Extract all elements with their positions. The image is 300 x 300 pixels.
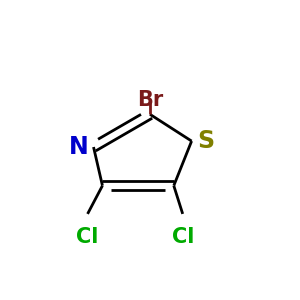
Text: Br: Br (137, 90, 163, 110)
Text: N: N (68, 135, 88, 159)
Text: Cl: Cl (172, 227, 194, 247)
Text: S: S (197, 129, 214, 153)
Text: Cl: Cl (76, 227, 99, 247)
